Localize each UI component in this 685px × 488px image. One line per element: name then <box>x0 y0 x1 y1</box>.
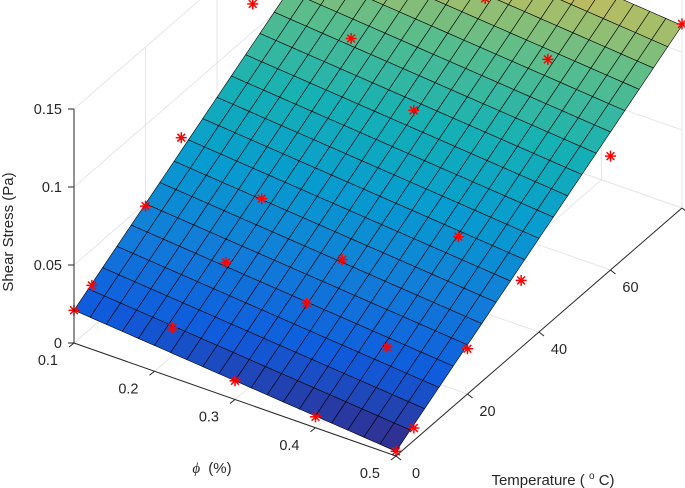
data-point-stroke <box>606 151 615 161</box>
data-point-stroke <box>391 446 401 456</box>
y-axis-title: Temperature ( o C) <box>491 466 614 488</box>
data-point-stroke <box>480 0 485 3</box>
x-tick-mark <box>149 370 155 376</box>
data-point-stroke <box>302 298 311 308</box>
data-point <box>462 343 473 355</box>
data-point <box>166 322 178 334</box>
y-axis-label-superscript: o <box>589 471 595 482</box>
data-point-stroke <box>337 255 347 265</box>
x-tick-mark <box>390 455 397 461</box>
data-point <box>310 411 321 423</box>
axes <box>68 108 685 461</box>
x-tick-label: 0.3 <box>199 410 219 426</box>
z-tick-label: 0.1 <box>42 180 62 196</box>
y-tick-mark <box>395 455 402 461</box>
data-point-stroke <box>248 0 258 9</box>
data-point <box>515 274 527 286</box>
z-tick-label: 0 <box>54 336 62 352</box>
data-point <box>229 375 241 387</box>
data-point <box>256 193 268 205</box>
y-tick-label: 0 <box>412 466 420 482</box>
data-markers <box>68 0 685 457</box>
surface-cell <box>379 422 411 452</box>
y-tick-mark <box>610 269 616 275</box>
y-tick-mark <box>467 393 473 399</box>
z-tick-label: 0.05 <box>34 258 62 274</box>
data-point-stroke <box>311 412 320 422</box>
y-tick-mark <box>538 331 545 337</box>
data-point-stroke <box>463 344 472 354</box>
y-tick-label: 20 <box>479 404 495 420</box>
y-axis-label-text: Temperature ( <box>491 472 584 488</box>
data-point <box>86 279 98 291</box>
data-point <box>480 0 490 4</box>
x-tick-mark <box>310 427 316 433</box>
data-point-stroke <box>346 34 356 43</box>
z-tick-label: 0.15 <box>34 102 62 118</box>
data-point <box>301 297 312 309</box>
data-point-stroke <box>87 280 97 290</box>
data-point <box>408 422 420 434</box>
data-point-stroke <box>485 0 490 3</box>
data-point <box>336 254 348 266</box>
y-axis-label-after: C) <box>599 472 615 488</box>
data-point <box>390 445 402 457</box>
data-point <box>381 341 393 353</box>
data-point-stroke <box>221 258 231 267</box>
tick-labels: 00.050.10.150.10.20.30.40.5020406080 <box>34 102 639 482</box>
data-point-stroke <box>176 133 186 143</box>
x-axis-title: ϕ (%) <box>192 460 231 477</box>
data-point <box>140 200 151 212</box>
data-point-stroke <box>409 105 419 115</box>
data-point-stroke <box>516 276 526 285</box>
x-tick-label: 0.4 <box>279 438 299 454</box>
data-point-stroke <box>454 232 463 242</box>
data-point <box>247 0 259 10</box>
data-point <box>605 150 616 162</box>
x-axis-unit: (%) <box>208 460 231 477</box>
data-point <box>345 33 357 45</box>
data-point <box>453 231 464 243</box>
y-tick-label: 60 <box>622 280 638 296</box>
data-point <box>175 132 187 144</box>
data-point-stroke <box>167 323 177 333</box>
x-tick-label: 0.5 <box>360 466 380 482</box>
surface-mesh <box>73 0 683 452</box>
x-tick-mark <box>68 342 75 348</box>
y-tick-label: 40 <box>551 342 567 358</box>
data-point <box>542 53 554 65</box>
x-tick-mark <box>229 399 236 404</box>
grid-line <box>73 0 201 110</box>
data-point <box>220 256 232 268</box>
x-tick-label: 0.1 <box>38 353 58 369</box>
data-point <box>408 104 420 116</box>
data-point-stroke <box>543 54 553 64</box>
data-point-stroke <box>257 194 267 204</box>
x-axis-symbol: ϕ <box>192 461 200 477</box>
z-axis-title: Shear Stress (Pa) <box>0 172 17 291</box>
data-point-stroke <box>382 342 392 352</box>
data-point-stroke <box>409 423 419 433</box>
data-point-stroke <box>230 376 240 386</box>
x-tick-label: 0.2 <box>118 381 138 397</box>
data-point-stroke <box>141 201 150 211</box>
